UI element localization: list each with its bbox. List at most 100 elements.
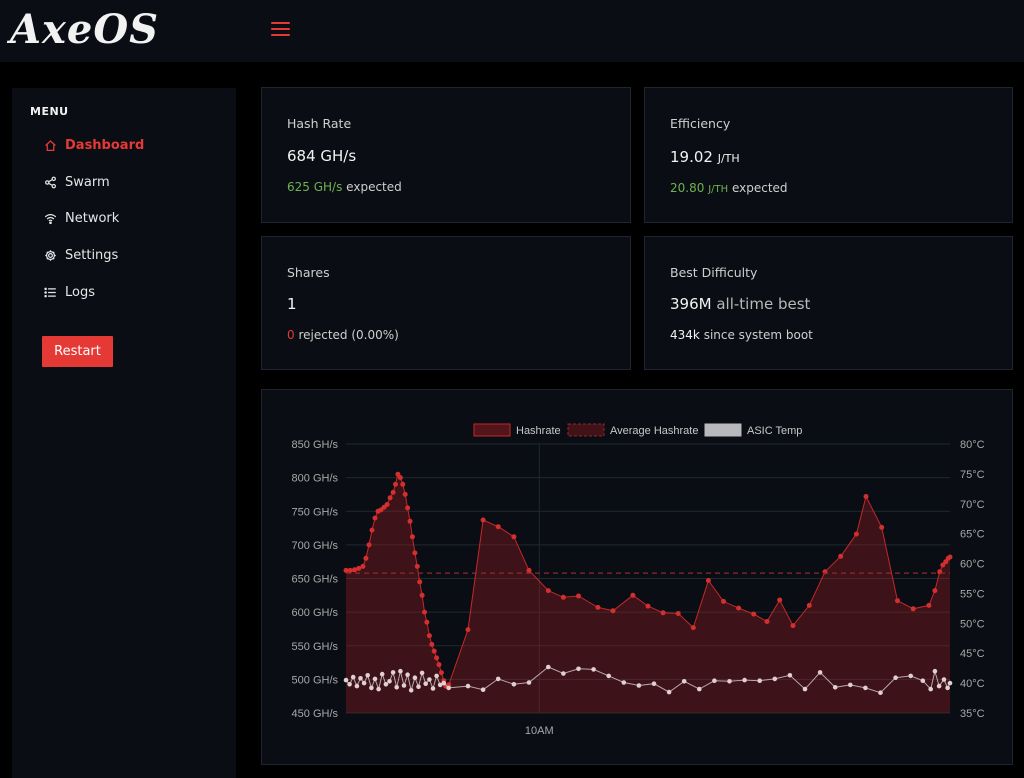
asic-temp-point: [772, 676, 778, 682]
asic-temp-point: [405, 672, 410, 677]
y-right-tick-label: 80°C: [960, 439, 985, 451]
hashrate-point: [343, 567, 349, 573]
asic-temp-point: [412, 675, 418, 680]
hashrate-point: [879, 524, 885, 530]
rejected-count: 0: [287, 328, 295, 342]
card-title: Best Difficulty: [670, 265, 758, 280]
hashrate-point: [424, 619, 430, 625]
hashrate-card: Hash Rate 684 GH/s 625 GH/s expected: [261, 87, 631, 223]
hashrate-point: [764, 619, 770, 624]
hashrate-area: [346, 474, 950, 713]
hashrate-point: [422, 609, 427, 615]
shares-rejected: 0 rejected (0.00%): [287, 328, 399, 342]
asic-temp-point: [727, 679, 732, 684]
asic-temp-point: [697, 686, 702, 692]
y-right-tick-label: 70°C: [960, 499, 985, 511]
legend-average-hashrate-label: Average Hashrate: [610, 425, 698, 437]
sidebar-item-swarm[interactable]: Swarm: [44, 172, 110, 192]
asic-temp-point: [606, 673, 611, 679]
sidebar-item-network[interactable]: Network: [44, 208, 119, 228]
asic-temp-point: [787, 673, 793, 678]
asic-temp-point: [423, 681, 428, 686]
list-icon: [44, 287, 56, 297]
hashrate-point: [690, 625, 696, 631]
y-right-tick-label: 40°C: [960, 678, 985, 690]
hashrate-point: [545, 588, 551, 594]
hashrate-point: [347, 567, 353, 573]
hashrate-point: [397, 475, 403, 481]
hashrate-point: [721, 598, 726, 604]
asic-temp-point: [387, 679, 392, 684]
hamburger-menu-icon[interactable]: [271, 22, 290, 38]
efficiency-value: 19.02 J/TH: [670, 148, 740, 166]
card-title: Hash Rate: [287, 116, 352, 131]
hashrate-point: [675, 611, 681, 616]
hashrate-point: [363, 555, 369, 561]
hashrate-point: [412, 550, 418, 556]
asic-temp-point: [365, 673, 370, 678]
expected-unit: J/TH: [708, 184, 729, 195]
expected-value: 20.80: [670, 181, 705, 195]
asic-temp-point: [480, 687, 486, 692]
y-right-tick-label: 50°C: [960, 618, 985, 630]
asic-temp-point: [832, 685, 838, 690]
y-right-tick-label: 60°C: [960, 559, 985, 571]
best-difficulty-since-boot: 434k since system boot: [670, 328, 813, 342]
asic-temp-point: [358, 676, 363, 681]
y-left-tick-label: 800 GH/s: [292, 473, 339, 485]
y-left-tick-label: 850 GH/s: [292, 439, 339, 451]
hashrate-point: [366, 542, 372, 548]
asic-temp-point: [441, 680, 447, 686]
asic-temp-point: [681, 679, 687, 684]
hashrate-point: [932, 588, 938, 594]
best-difficulty-suffix: all-time best: [716, 295, 811, 313]
hashrate-point: [438, 670, 444, 676]
asic-temp-point: [350, 674, 356, 680]
hashrate-point: [417, 579, 423, 585]
asic-temp-point: [621, 680, 627, 685]
best-difficulty-card: Best Difficulty 396M all-time best 434k …: [644, 236, 1013, 370]
hashrate-point: [384, 502, 390, 507]
efficiency-number: 19.02: [670, 148, 713, 166]
since-boot-value: 434k: [670, 328, 700, 342]
asic-temp-point: [817, 670, 823, 675]
hashrate-point: [576, 593, 581, 599]
asic-temp-point: [394, 685, 399, 690]
sidebar-item-dashboard[interactable]: Dashboard: [44, 135, 144, 155]
hashrate-point: [645, 603, 651, 609]
hashrate-point: [777, 597, 783, 603]
y-left-tick-label: 700 GH/s: [292, 540, 339, 552]
y-right-tick-label: 45°C: [960, 648, 985, 660]
y-right-tick-label: 55°C: [960, 588, 985, 600]
asic-temp-point: [511, 682, 517, 687]
asic-temp-point: [651, 681, 657, 686]
hashrate-point: [465, 627, 471, 633]
sidebar-item-settings[interactable]: Settings: [44, 245, 118, 265]
restart-button[interactable]: Restart: [42, 336, 113, 367]
menu-title: MENU: [30, 105, 69, 118]
best-difficulty-number: 396M: [670, 295, 712, 313]
hashrate-value: 684 GH/s: [287, 147, 357, 165]
since-boot-label: since system boot: [703, 328, 813, 342]
asic-temp-point: [941, 677, 947, 682]
hashrate-point: [405, 505, 411, 511]
y-left-tick-label: 450 GH/s: [292, 708, 339, 720]
asic-temp-point: [908, 673, 913, 679]
asic-temp-point: [526, 680, 532, 685]
hashrate-point: [360, 563, 366, 569]
efficiency-expected: 20.80 J/TH expected: [670, 181, 788, 195]
card-title: Shares: [287, 265, 330, 280]
hashrate-point: [895, 598, 900, 604]
asic-temp-point: [372, 676, 378, 682]
top-bar: AxeOS: [0, 0, 1024, 62]
hashrate-point: [790, 623, 796, 629]
hashrate-point: [409, 534, 415, 540]
hashrate-point: [393, 481, 398, 487]
sidebar-item-logs[interactable]: Logs: [44, 282, 95, 302]
asic-temp-point: [636, 683, 642, 688]
card-title: Efficiency: [670, 116, 731, 131]
wifi-icon: [44, 213, 57, 224]
hashrate-point: [806, 602, 812, 608]
efficiency-unit: J/TH: [717, 152, 740, 165]
hashrate-point: [751, 611, 757, 617]
